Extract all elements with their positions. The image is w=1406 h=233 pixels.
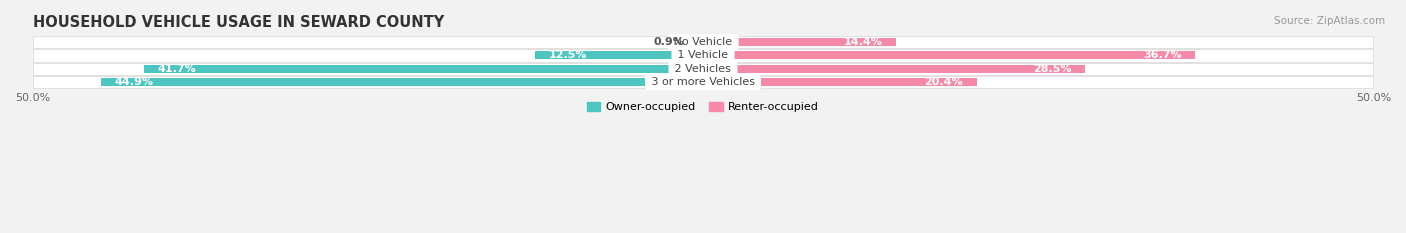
Text: 28.5%: 28.5% — [1033, 64, 1071, 74]
Text: 41.7%: 41.7% — [157, 64, 195, 74]
Bar — [703, 38, 896, 46]
Text: 14.4%: 14.4% — [844, 37, 883, 47]
Bar — [32, 76, 1374, 88]
Text: No Vehicle: No Vehicle — [671, 37, 735, 47]
Bar — [32, 49, 1374, 62]
Bar — [703, 51, 1195, 59]
Text: 0.9%: 0.9% — [654, 37, 685, 47]
Text: HOUSEHOLD VEHICLE USAGE IN SEWARD COUNTY: HOUSEHOLD VEHICLE USAGE IN SEWARD COUNTY — [32, 15, 444, 30]
Text: 3 or more Vehicles: 3 or more Vehicles — [648, 77, 758, 87]
Text: 20.4%: 20.4% — [925, 77, 963, 87]
Text: 44.9%: 44.9% — [114, 77, 153, 87]
Bar — [32, 36, 1374, 48]
Text: 1 Vehicle: 1 Vehicle — [675, 51, 731, 61]
Bar — [101, 78, 703, 86]
Bar — [690, 38, 703, 46]
Text: 2 Vehicles: 2 Vehicles — [671, 64, 735, 74]
Bar — [536, 51, 703, 59]
Text: 12.5%: 12.5% — [548, 51, 588, 61]
Bar — [32, 63, 1374, 75]
Bar — [703, 65, 1085, 73]
Text: 36.7%: 36.7% — [1143, 51, 1181, 61]
Bar — [703, 78, 977, 86]
Bar — [143, 65, 703, 73]
Text: Source: ZipAtlas.com: Source: ZipAtlas.com — [1274, 16, 1385, 26]
Legend: Owner-occupied, Renter-occupied: Owner-occupied, Renter-occupied — [582, 98, 824, 117]
